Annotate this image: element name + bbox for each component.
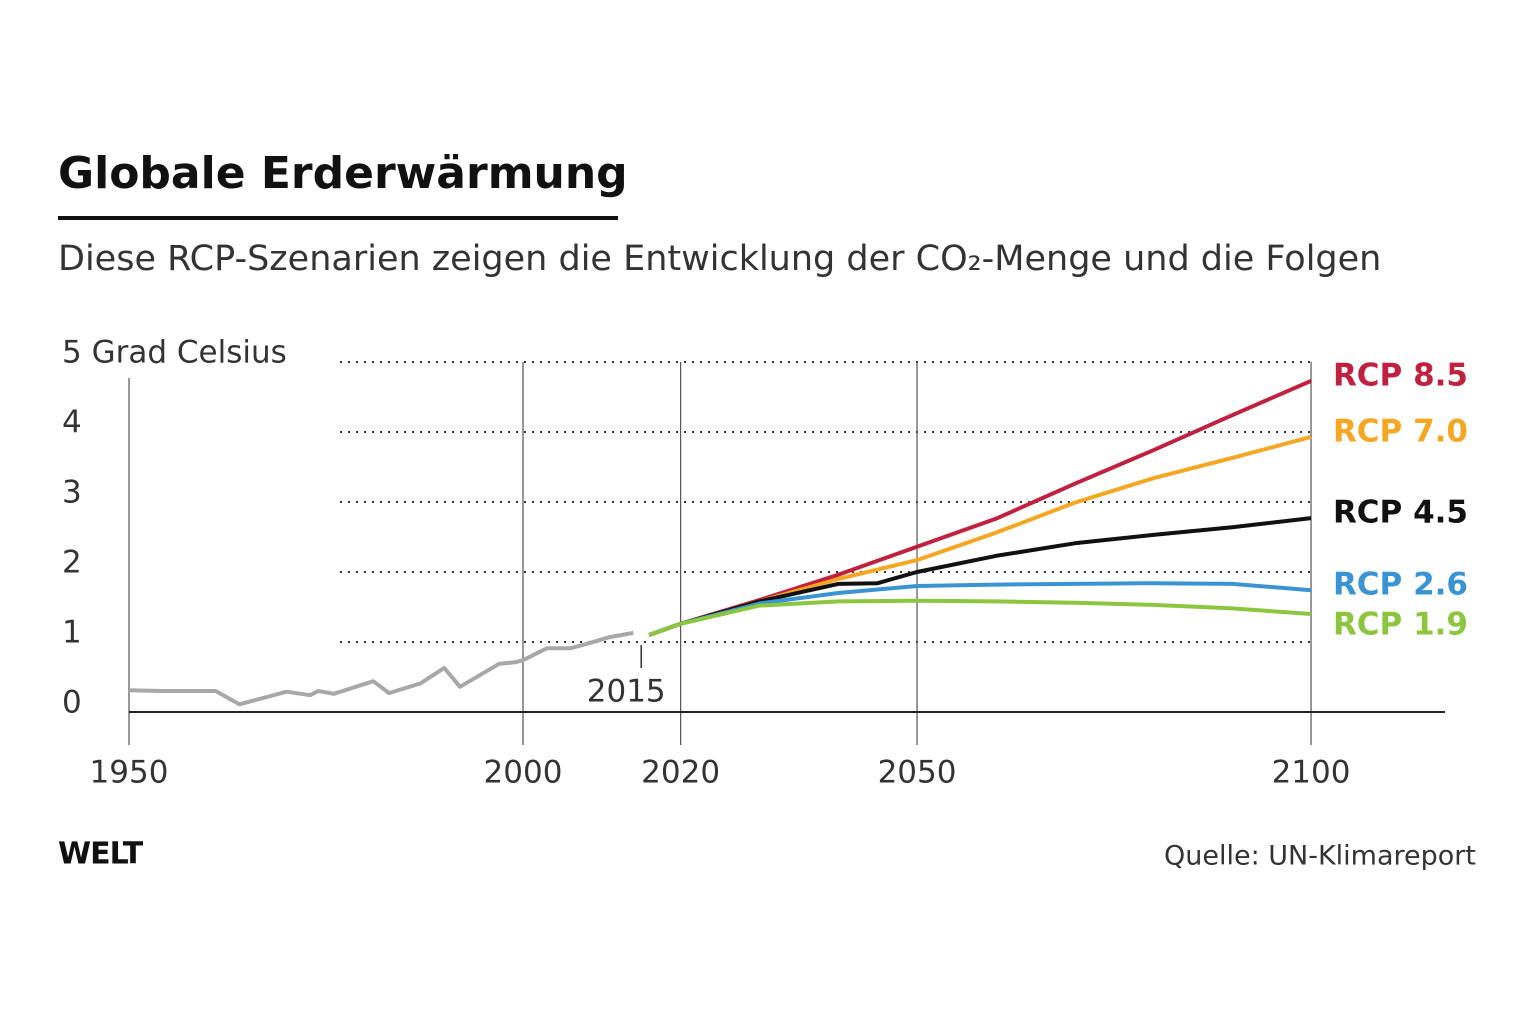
y-tick-label: 1 [62, 615, 82, 651]
legend-label: RCP 8.5 [1333, 357, 1468, 393]
source: Quelle: UN-Klimareport [1164, 841, 1476, 872]
x-tick-label: 2020 [641, 755, 720, 791]
logo: WELT [58, 837, 144, 872]
series-line [648, 516, 1312, 637]
series-line [648, 598, 1312, 637]
x-tick-label: 2000 [484, 755, 563, 791]
legend-label: RCP 1.9 [1333, 607, 1468, 643]
x-tick-label: 2100 [1272, 755, 1351, 791]
x-tick-label: 2050 [878, 755, 957, 791]
series-line [128, 630, 634, 707]
x-tick-label: 1950 [90, 755, 169, 791]
y-tick-label: 2 [62, 545, 82, 581]
y-tick-label: 5 Grad Celsius [62, 335, 287, 371]
y-tick-label: 0 [62, 685, 82, 721]
y-tick-label: 4 [62, 405, 82, 441]
series-line [648, 379, 1312, 637]
subtitle: Diese RCP-Szenarien zeigen die Entwicklu… [58, 239, 1381, 279]
legend-label: RCP 4.5 [1333, 495, 1468, 531]
y-tick-label: 3 [62, 475, 82, 511]
legend-label: RCP 7.0 [1333, 413, 1468, 449]
highlight-label: 2015 [587, 674, 666, 710]
legend-label: RCP 2.6 [1333, 567, 1468, 603]
title: Globale Erderwärmung [58, 148, 628, 199]
